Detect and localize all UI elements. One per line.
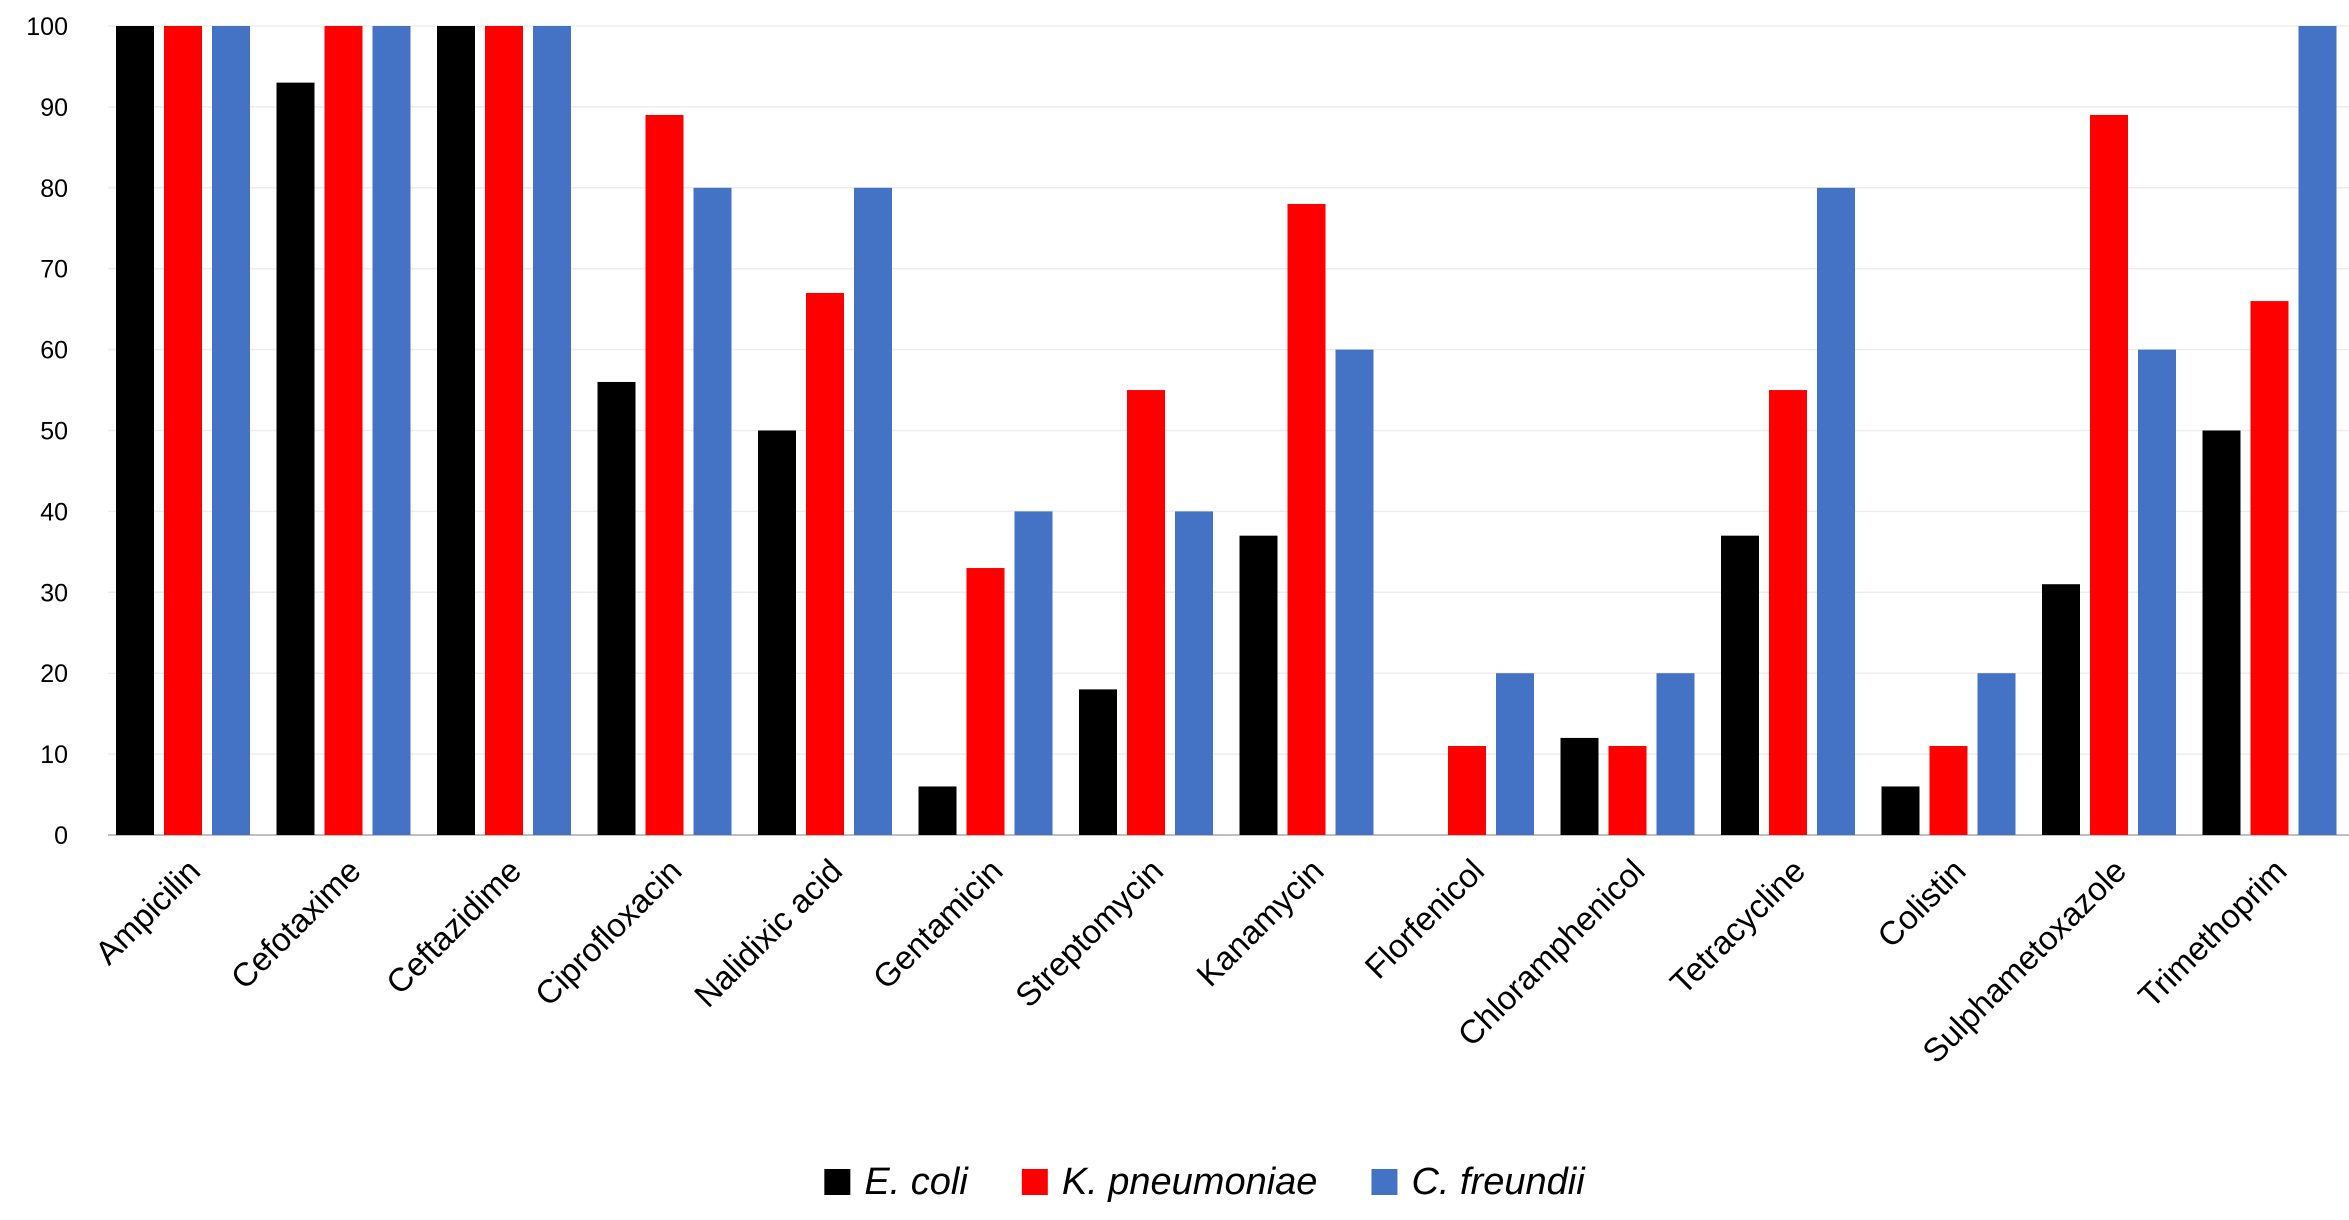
y-tick-labels: 0 10 20 30 40 50 60 70 80 90 100: [26, 13, 68, 850]
x-category-label: Florfenicol: [1357, 852, 1491, 986]
bar-e-coli: [1881, 786, 1920, 835]
bar-k-pneumoniae: [1769, 390, 1807, 835]
bar-c-freundii: [1656, 673, 1695, 835]
y-tick-label: 60: [40, 337, 68, 365]
x-category-label: Ciprofloxacin: [528, 852, 689, 1013]
legend: E. coli K. pneumoniae C. freundii: [824, 1161, 1586, 1203]
bar-k-pneumoniae: [1287, 203, 1326, 836]
bar-c-freundii: [533, 26, 571, 835]
y-tick-label: 80: [40, 175, 68, 203]
bar-e-coli: [2202, 430, 2241, 835]
bar-k-pneumoniae: [966, 568, 1005, 835]
x-category-label: Ceftazidime: [379, 852, 528, 1001]
bar-k-pneumoniae: [324, 26, 363, 835]
legend-item: K. pneumoniae: [1021, 1161, 1318, 1203]
bar-e-coli: [1239, 535, 1278, 835]
bar-k-pneumoniae: [1608, 746, 1647, 835]
bar-e-coli: [918, 786, 957, 835]
y-tick-label: 90: [40, 94, 68, 122]
bar-k-pneumoniae: [1448, 746, 1486, 835]
bar-e-coli: [116, 26, 154, 835]
bar-k-pneumoniae: [1929, 746, 1968, 835]
y-tick-label: 50: [40, 418, 68, 446]
bar-e-coli: [758, 430, 796, 835]
gridlines: [108, 25, 2349, 755]
legend-label: C. freundii: [1411, 1161, 1586, 1203]
y-tick-label: 0: [54, 822, 68, 850]
x-category-label: Kanamycin: [1189, 852, 1331, 994]
x-category-label: Colistin: [1870, 852, 1973, 955]
legend-label: E. coli: [864, 1161, 969, 1203]
bar-c-freundii: [1817, 187, 1855, 836]
bar-e-coli: [276, 82, 315, 835]
x-category-labels: Ampicilin Cefotaxime Ceftazidime Ciprofloxa…: [88, 852, 2294, 1070]
y-tick-label: 70: [40, 256, 68, 284]
bar-e-coli: [2042, 584, 2080, 835]
bar-c-freundii: [2298, 26, 2337, 835]
bar-k-pneumoniae: [2250, 301, 2289, 835]
y-tick-label: 30: [40, 579, 68, 607]
y-tick-label: 40: [40, 498, 68, 526]
bar-e-coli: [1079, 689, 1117, 835]
bar-c-freundii: [854, 187, 892, 836]
legend-item: C. freundii: [1371, 1161, 1586, 1203]
x-category-label: Tetracycline: [1663, 852, 1812, 1001]
bar-k-pneumoniae: [164, 26, 202, 835]
bar-c-freundii: [2138, 349, 2176, 835]
bar-c-freundii: [1496, 673, 1534, 835]
bar-c-freundii: [1014, 511, 1053, 835]
bar-c-freundii: [372, 26, 411, 835]
bar-k-pneumoniae: [1127, 390, 1165, 835]
legend-item: E. coli: [824, 1161, 969, 1203]
x-category-label: Streptomycin: [1008, 852, 1170, 1014]
x-category-label: Ampicilin: [88, 852, 208, 972]
bar-e-coli: [1560, 737, 1599, 835]
x-category-label: Trimethoprim: [2131, 852, 2294, 1015]
x-category-label: Gentamicin: [866, 852, 1010, 996]
bar-e-coli: [1721, 535, 1759, 835]
bar-c-freundii: [693, 187, 732, 836]
bar-c-freundii: [212, 26, 250, 835]
bar-c-freundii: [1175, 511, 1213, 835]
bar-k-pneumoniae: [645, 114, 684, 836]
legend-label: K. pneumoniae: [1062, 1161, 1318, 1203]
x-category-label: Cefotaxime: [224, 852, 368, 996]
bar-k-pneumoniae: [806, 292, 844, 836]
legend-swatch: [1021, 1169, 1048, 1195]
bar-e-coli: [437, 26, 475, 835]
legend-swatch: [824, 1169, 851, 1195]
bars: [116, 26, 2337, 836]
x-category-label: Nalidixic acid: [687, 852, 849, 1014]
bar-k-pneumoniae: [485, 26, 523, 835]
legend-swatch: [1371, 1169, 1398, 1195]
y-tick-label: 100: [26, 13, 68, 41]
y-tick-label: 10: [40, 741, 68, 769]
bar-c-freundii: [1977, 673, 2016, 835]
bar-e-coli: [597, 381, 636, 835]
bar-k-pneumoniae: [2090, 114, 2128, 836]
y-tick-label: 20: [40, 660, 68, 688]
bar-c-freundii: [1335, 349, 1374, 835]
